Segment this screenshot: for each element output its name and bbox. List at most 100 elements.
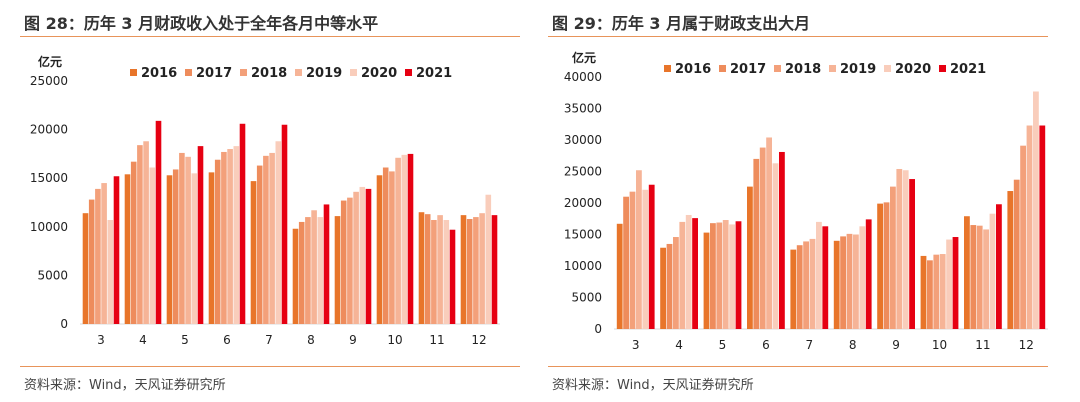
bar-2019-7 xyxy=(269,152,275,324)
legend-label: 2018 xyxy=(785,62,821,77)
bar-2018-11 xyxy=(431,219,437,324)
bar-2021-4 xyxy=(692,218,698,329)
bar-2017-12 xyxy=(466,219,473,324)
bar-2018-5 xyxy=(179,152,185,324)
bar-2019-5 xyxy=(185,156,191,324)
bar-2018-7 xyxy=(803,241,809,329)
bar-2016-5 xyxy=(166,175,173,324)
legend-label: 2021 xyxy=(416,66,452,81)
bar-2020-4 xyxy=(685,214,692,329)
y-unit-label: 亿元 xyxy=(572,50,596,65)
bar-2019-4 xyxy=(679,221,686,329)
x-tick-label: 11 xyxy=(429,333,444,347)
bar-2021-4 xyxy=(155,120,162,325)
bar-2019-12 xyxy=(479,213,485,324)
x-tick-label: 5 xyxy=(181,333,189,347)
bar-2016-12 xyxy=(1007,191,1014,329)
bar-2017-5 xyxy=(172,169,179,324)
legend-label: 2017 xyxy=(730,62,766,77)
bar-2017-4 xyxy=(666,243,673,329)
legend-swatch xyxy=(884,65,891,72)
bar-2017-6 xyxy=(214,159,221,324)
bar-2020-12 xyxy=(485,194,492,324)
bar-2020-10 xyxy=(946,239,952,329)
bar-2016-8 xyxy=(833,240,840,329)
bar-2020-3 xyxy=(642,189,649,329)
bar-2016-9 xyxy=(334,216,341,324)
bar-2019-12 xyxy=(1026,125,1033,329)
bar-2019-6 xyxy=(766,137,772,329)
bar-2021-9 xyxy=(365,188,372,324)
bar-2020-7 xyxy=(275,141,282,324)
bar-2018-9 xyxy=(347,197,353,324)
bar-2019-6 xyxy=(227,149,233,324)
bar-2018-3 xyxy=(95,188,101,324)
bar-2018-11 xyxy=(976,225,983,329)
bar-2018-8 xyxy=(846,233,853,329)
bar-2016-12 xyxy=(460,215,467,324)
bar-2017-7 xyxy=(796,245,803,329)
bar-2018-10 xyxy=(389,171,395,324)
y-tick-label: 15000 xyxy=(564,228,602,242)
x-tick-label: 6 xyxy=(223,333,231,347)
bar-2017-5 xyxy=(710,223,716,329)
bar-2017-12 xyxy=(1013,179,1020,329)
legend-swatch xyxy=(664,65,671,72)
bar-2016-7 xyxy=(790,249,797,329)
bar-2017-6 xyxy=(753,158,760,329)
title-divider xyxy=(20,36,520,37)
y-tick-label: 40000 xyxy=(564,70,602,84)
x-tick-label: 6 xyxy=(762,338,770,352)
y-tick-label: 10000 xyxy=(564,259,602,273)
legend-label: 2016 xyxy=(141,66,177,81)
bar-2016-10 xyxy=(376,175,383,324)
legend-swatch xyxy=(240,69,247,76)
bar-2017-11 xyxy=(970,225,977,329)
bar-2017-11 xyxy=(424,214,431,324)
y-tick-label: 20000 xyxy=(30,123,68,137)
chart-title: 图 28：历年 3 月财政收入处于全年各月中等水平 xyxy=(24,14,379,33)
x-tick-label: 7 xyxy=(265,333,273,347)
bar-2021-11 xyxy=(449,229,456,324)
bar-2019-11 xyxy=(437,215,443,324)
legend-label: 2020 xyxy=(361,66,397,81)
bar-2017-10 xyxy=(382,167,389,324)
bar-2017-9 xyxy=(340,200,347,324)
bar-2020-5 xyxy=(729,224,735,329)
bar-2019-9 xyxy=(353,191,359,324)
bar-2017-8 xyxy=(840,236,846,329)
bar-2019-3 xyxy=(636,170,642,329)
x-tick-label: 9 xyxy=(349,333,357,347)
title-divider xyxy=(548,36,1048,37)
legend-swatch xyxy=(719,65,726,72)
y-tick-label: 5000 xyxy=(571,291,602,305)
bar-2018-6 xyxy=(759,147,766,329)
bar-2019-5 xyxy=(722,220,729,329)
chart-source: 资料来源：Wind，天风证券研究所 xyxy=(24,378,226,393)
bar-2020-7 xyxy=(816,221,822,329)
bar-2021-10 xyxy=(952,237,959,329)
bar-2020-10 xyxy=(401,154,408,324)
bar-2021-8 xyxy=(323,204,330,324)
chart-source: 资料来源：Wind，天风证券研究所 xyxy=(552,378,754,393)
bar-2016-11 xyxy=(964,216,970,329)
legend-label: 2020 xyxy=(895,62,931,77)
bar-2018-6 xyxy=(221,151,227,324)
bar-2019-11 xyxy=(983,229,989,329)
y-tick-label: 25000 xyxy=(564,165,602,179)
bar-2016-3 xyxy=(616,223,623,329)
bar-2020-5 xyxy=(191,173,198,324)
legend-swatch xyxy=(185,69,192,76)
legend-swatch xyxy=(829,65,836,72)
bar-2016-7 xyxy=(250,181,257,324)
bar-2021-5 xyxy=(197,146,204,324)
bar-2016-8 xyxy=(292,228,299,324)
bar-2020-6 xyxy=(772,163,779,329)
bar-2021-3 xyxy=(648,184,655,329)
y-tick-label: 20000 xyxy=(564,196,602,210)
legend-label: 2021 xyxy=(950,62,986,77)
bar-2018-4 xyxy=(137,145,143,324)
x-tick-label: 4 xyxy=(139,333,147,347)
x-tick-label: 10 xyxy=(387,333,402,347)
bar-2017-3 xyxy=(88,199,95,324)
